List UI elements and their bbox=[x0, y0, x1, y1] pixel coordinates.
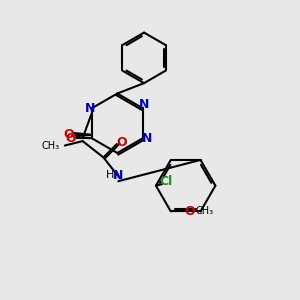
Text: H: H bbox=[106, 170, 115, 180]
Text: O: O bbox=[185, 205, 195, 218]
Text: N: N bbox=[142, 132, 153, 145]
Text: CH₃: CH₃ bbox=[195, 206, 213, 216]
Text: N: N bbox=[139, 98, 150, 111]
Text: N: N bbox=[85, 102, 95, 115]
Text: O: O bbox=[116, 136, 127, 149]
Text: O: O bbox=[65, 132, 76, 145]
Text: O: O bbox=[63, 128, 74, 141]
Text: CH₃: CH₃ bbox=[41, 140, 59, 151]
Text: N: N bbox=[113, 169, 124, 182]
Text: Cl: Cl bbox=[160, 175, 173, 188]
